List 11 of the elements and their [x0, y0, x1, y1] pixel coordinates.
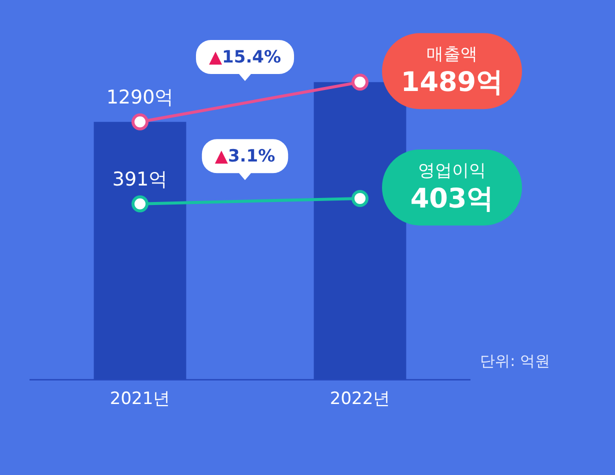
text: ▲15.4%: [208, 47, 282, 68]
data-label: 1489억: [400, 67, 504, 98]
x-tick-label: 2022년: [330, 389, 390, 410]
text: 영업이익: [418, 160, 486, 181]
data-label: 391억: [112, 168, 168, 190]
x-tick-label: 2021년: [110, 389, 170, 410]
text: 단위: 억원: [480, 352, 550, 370]
data-label: 403억: [410, 183, 494, 214]
annotation: ▲3.1%: [214, 146, 276, 167]
text: 매출액: [426, 44, 478, 65]
data-label: 1290억: [106, 86, 174, 108]
